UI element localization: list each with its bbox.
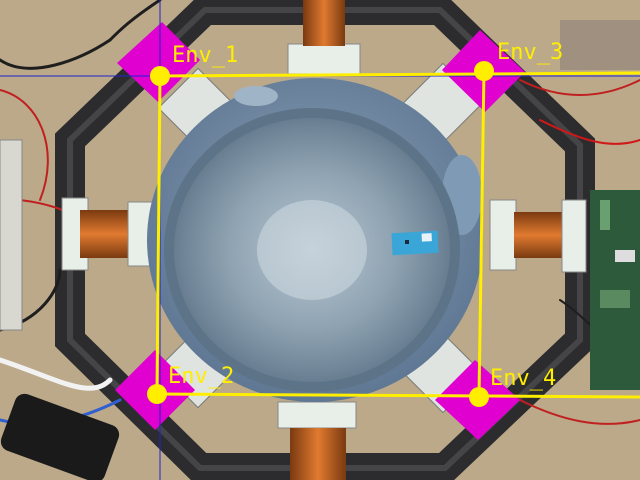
env-1-marker (150, 66, 170, 86)
electromagnet-coil-top (287, 0, 361, 75)
env-3-marker (474, 61, 494, 81)
env-2-marker (147, 384, 167, 404)
electromagnet-coil-right (489, 199, 587, 273)
connector-lines (155, 70, 640, 399)
env-4-label: Env_4 (490, 366, 557, 391)
power-adapter (0, 393, 120, 480)
env-3-label: Env_3 (497, 40, 564, 65)
wash-basin (147, 78, 483, 402)
electromagnet-coil-bottom (277, 401, 357, 480)
circuit-board (560, 20, 640, 390)
env-4-marker (469, 387, 489, 407)
test-tag (391, 230, 439, 256)
env-2-label: Env_2 (168, 364, 235, 389)
electromagnet-coil-left (61, 197, 153, 271)
power-supply (0, 139, 23, 331)
env-1-label: Env_1 (172, 43, 239, 68)
